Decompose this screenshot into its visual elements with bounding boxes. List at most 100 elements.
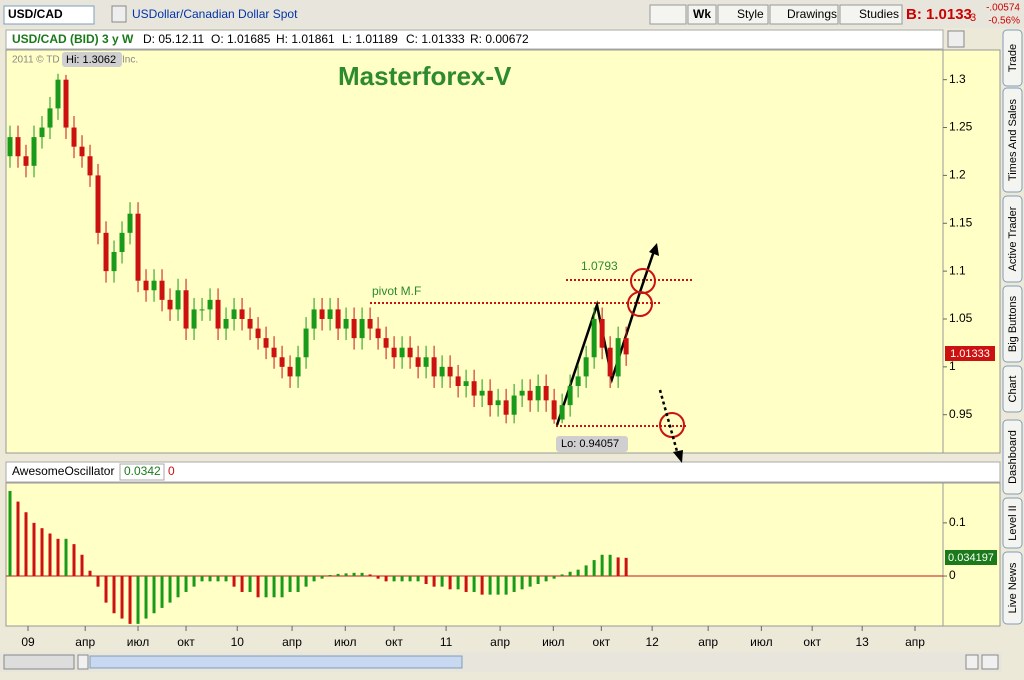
osc-last-box [945,550,997,565]
lo-label: Lo: 0.94057 [561,438,619,450]
osc-title: AwesomeOscillator [12,464,114,478]
scroll-thumb[interactable] [89,655,463,669]
button[interactable] [769,4,839,25]
button-label[interactable]: Drawings [787,7,837,21]
osc-bar [608,554,612,577]
link-icon[interactable] [111,5,127,23]
candle-body [103,232,109,272]
osc-bar [496,576,500,595]
osc-bar [56,538,60,577]
candle-body [15,137,21,157]
sidebar-tab[interactable] [1002,87,1023,193]
x-tick-label: апр [490,635,510,649]
symbol[interactable]: USD/CAD [8,7,63,21]
candle-body [351,318,357,339]
candle-body [303,328,309,358]
osc-bar [152,576,156,614]
candle-body [503,400,509,415]
button-label[interactable]: Studies [859,7,899,21]
osc-bar [472,576,476,592]
candle-body [167,299,173,310]
candle-body [359,318,365,339]
candle-body [207,299,213,310]
candle-body [551,400,557,420]
candle-body [487,390,493,406]
expand[interactable] [981,654,999,670]
x-tick-label: июл [750,635,772,649]
osc-bar [584,565,588,577]
osc-bar [176,576,180,598]
osc-bar [264,576,268,598]
sidebar-tab-label[interactable]: Level II [1007,505,1019,540]
button[interactable] [687,4,717,25]
candle-body [127,213,133,233]
osc-bar [368,574,372,577]
osc-bar [32,522,36,577]
osc-bar [128,576,132,624]
zoom-tools[interactable] [3,654,75,670]
candle-body [183,290,189,329]
osc-bar [272,576,276,598]
candle-body [239,309,245,319]
candle-body [271,347,277,358]
sidebar-tab-label[interactable]: Times And Sales [1007,98,1019,181]
sidebar-tab[interactable] [1002,285,1023,363]
sidebar-tab-label[interactable]: Trade [1007,44,1019,72]
sidebar-tab-label[interactable]: Dashboard [1007,430,1019,484]
candle-body [607,347,613,377]
osc-bar [376,576,380,579]
sidebar-tab[interactable] [1002,551,1023,625]
osc-bar [8,490,12,577]
osc-bar [40,528,44,577]
sidebar-tab-label[interactable]: Big Buttons [1007,295,1019,352]
candle-body [455,376,461,386]
button-label[interactable]: Style [737,7,764,21]
symbol-box[interactable] [3,5,95,25]
scroll-right[interactable] [965,654,979,670]
candle-body [23,156,29,166]
button[interactable] [839,4,903,25]
x-tick-label: июл [334,635,356,649]
osc-bar [112,576,116,614]
candle-body [543,385,549,401]
osc-bar [64,538,68,577]
osc-bar [72,544,76,577]
sidebar: Trade Times And Sales Active Trader Big But… [1002,29,1023,625]
osc-bar [576,569,580,577]
button[interactable] [717,4,769,25]
candle-body [31,137,37,166]
y-tick-label: 0.95 [949,407,973,421]
candle-body [407,347,413,358]
candle-body [599,318,605,348]
osc-bar [192,576,196,587]
osc-value: 0.0342 [124,464,161,478]
scroll-left[interactable] [77,654,89,670]
sidebar-tab-label[interactable]: Live News [1007,562,1019,613]
candle-body [175,290,181,310]
button-label[interactable]: Wk [693,7,711,21]
x-tick-label: 13 [856,635,870,649]
sidebar-tab-label[interactable]: Active Trader [1007,206,1019,271]
info-item: H: 1.01861 [276,32,335,46]
osc-bar [616,557,620,577]
sidebar-tab[interactable] [1002,419,1023,495]
osc-bar [256,576,260,598]
candle-body [135,213,141,281]
sidebar-tab-label[interactable]: Chart [1007,376,1019,403]
sidebar-tab[interactable] [1002,29,1023,87]
osc-bar [16,501,20,577]
osc-bar [200,576,204,582]
x-tick-label: окт [177,635,195,649]
tool-buttons[interactable] [649,4,687,25]
osc-bar [488,576,492,595]
candle-body [519,390,525,396]
chart-settings-icon[interactable] [947,30,965,48]
arrow-head [649,243,659,256]
description: USDollar/Canadian Dollar Spot [132,7,298,21]
bid-fraction: 3 [970,12,976,24]
drawings [370,243,692,463]
sidebar-tab[interactable] [1002,195,1023,283]
sidebar-tab[interactable] [1002,365,1023,413]
osc-bar [184,576,188,592]
sidebar-tab[interactable] [1002,497,1023,549]
